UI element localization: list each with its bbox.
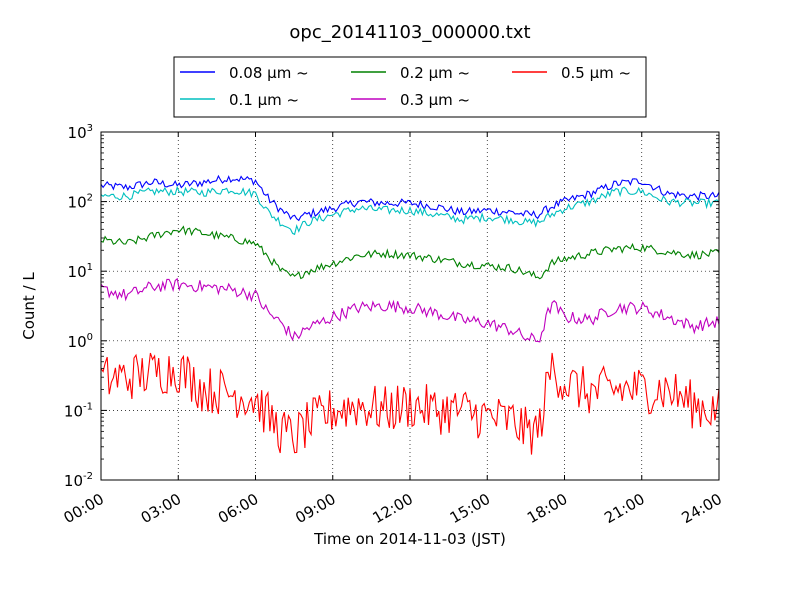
y-tick-exponent: -2 bbox=[83, 471, 93, 482]
y-tick-exponent: 2 bbox=[87, 193, 93, 204]
y-tick-label: 102 bbox=[68, 193, 93, 212]
y-tick-base: 10 bbox=[68, 333, 87, 351]
y-tick-label: 101 bbox=[68, 262, 93, 281]
legend-box bbox=[173, 56, 647, 118]
chart-title: opc_20141103_000000.txt bbox=[289, 22, 530, 43]
y-axis-label: Count / L bbox=[20, 272, 38, 340]
legend-label: 0.3 μm ~ bbox=[400, 91, 470, 109]
y-tick-label: 103 bbox=[68, 123, 93, 142]
series-line-4 bbox=[100, 352, 720, 455]
plot-area bbox=[100, 132, 720, 480]
y-tick-base: 10 bbox=[64, 402, 83, 420]
legend-label: 0.1 μm ~ bbox=[229, 91, 299, 109]
series-line-3 bbox=[100, 277, 720, 343]
y-tick-base: 10 bbox=[68, 263, 87, 281]
y-tick-base: 10 bbox=[64, 472, 83, 490]
series-line-1 bbox=[100, 185, 720, 236]
y-tick-exponent: 0 bbox=[87, 332, 93, 343]
series-line-0 bbox=[100, 174, 720, 222]
y-tick-base: 10 bbox=[68, 124, 87, 142]
y-tick-exponent: -1 bbox=[83, 401, 93, 412]
y-tick-exponent: 3 bbox=[87, 123, 93, 134]
x-axis-label: Time on 2014-11-03 (JST) bbox=[313, 530, 506, 548]
y-tick-label: 10-1 bbox=[64, 401, 93, 420]
legend-label: 0.2 μm ~ bbox=[400, 64, 470, 82]
series-line-2 bbox=[100, 225, 720, 280]
legend-label: 0.5 μm ~ bbox=[561, 64, 631, 82]
legend-label: 0.08 μm ~ bbox=[229, 64, 309, 82]
y-tick-label: 100 bbox=[68, 332, 93, 351]
y-tick-base: 10 bbox=[68, 194, 87, 212]
y-tick-label: 10-2 bbox=[64, 471, 93, 490]
legend: 0.08 μm ~ 0.1 μm ~ 0.2 μm ~ 0.3 μm ~ 0.5 μm … bbox=[173, 56, 647, 118]
y-tick-exponent: 1 bbox=[87, 262, 93, 273]
